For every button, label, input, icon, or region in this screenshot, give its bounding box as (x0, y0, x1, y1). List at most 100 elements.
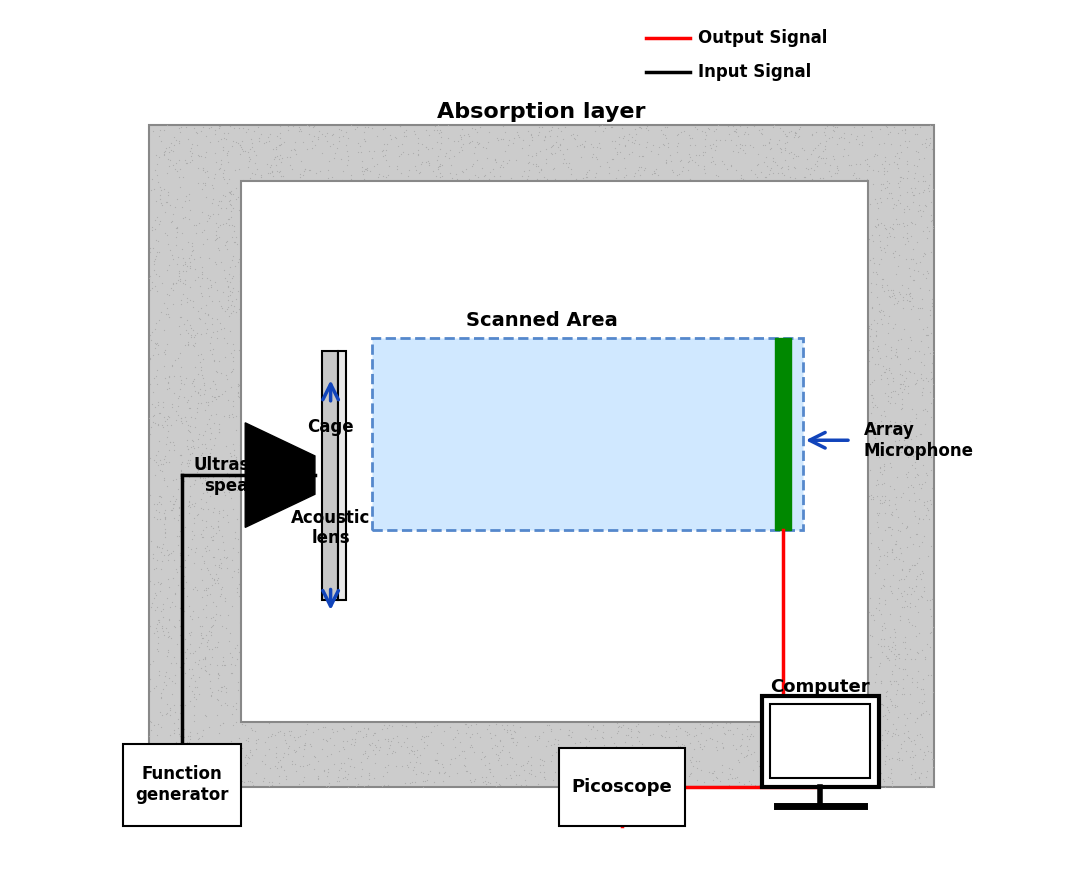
Point (180, 548, 197, 562)
Point (504, 731, 521, 745)
Point (210, 243, 227, 257)
Point (180, 456, 197, 470)
Point (869, 473, 886, 487)
Point (319, 780, 337, 794)
Point (782, 124, 799, 138)
Point (812, 151, 830, 165)
Point (904, 299, 922, 313)
Point (227, 192, 245, 206)
Point (531, 165, 548, 179)
Point (220, 634, 237, 648)
Point (880, 363, 898, 377)
Point (506, 132, 523, 146)
Point (186, 674, 204, 688)
Point (456, 758, 473, 772)
Point (171, 660, 188, 674)
Point (402, 755, 419, 769)
Point (757, 169, 774, 183)
Point (155, 506, 172, 520)
Point (890, 651, 908, 665)
Point (630, 734, 648, 748)
Point (240, 743, 258, 757)
Point (178, 264, 195, 278)
Point (219, 293, 236, 307)
Point (155, 360, 172, 374)
Point (880, 752, 898, 766)
Point (892, 332, 910, 346)
Point (269, 724, 286, 738)
Point (898, 539, 915, 553)
Point (199, 477, 217, 491)
Point (183, 375, 200, 389)
Point (865, 613, 883, 627)
Point (158, 590, 175, 604)
Point (383, 719, 401, 733)
Point (551, 139, 569, 153)
Point (280, 739, 298, 753)
Point (906, 766, 924, 780)
Point (792, 732, 809, 746)
Point (183, 148, 200, 162)
Point (823, 731, 840, 745)
Point (919, 328, 937, 342)
Point (873, 696, 890, 710)
Point (500, 153, 518, 167)
Point (154, 709, 171, 723)
Point (274, 750, 291, 764)
Point (761, 741, 779, 755)
Point (701, 721, 718, 735)
Point (212, 697, 230, 711)
Point (872, 675, 889, 689)
Point (861, 415, 878, 429)
Point (923, 326, 940, 340)
Point (335, 757, 352, 771)
Point (212, 153, 230, 167)
Point (797, 725, 814, 739)
Point (233, 717, 250, 731)
Point (733, 738, 751, 752)
Point (211, 560, 229, 574)
Point (486, 153, 504, 167)
Point (542, 129, 559, 143)
Point (147, 232, 165, 246)
Point (355, 721, 373, 735)
Text: Output Signal: Output Signal (699, 29, 827, 46)
Point (182, 424, 199, 438)
Point (915, 694, 932, 708)
Point (897, 124, 914, 138)
Point (848, 716, 865, 730)
Point (588, 723, 605, 737)
Point (214, 169, 232, 183)
Point (651, 139, 668, 153)
Point (185, 714, 203, 728)
Point (214, 166, 232, 180)
Point (764, 772, 781, 786)
Point (508, 768, 525, 782)
Point (196, 650, 213, 664)
Point (180, 393, 197, 407)
Point (158, 543, 175, 557)
Point (243, 167, 260, 181)
Point (456, 759, 473, 773)
Point (156, 744, 173, 758)
Point (575, 139, 592, 153)
Point (604, 741, 622, 755)
Point (185, 511, 203, 525)
Point (216, 172, 233, 186)
Point (923, 292, 940, 306)
Point (863, 317, 880, 331)
Point (180, 495, 197, 509)
Point (798, 769, 815, 783)
Point (180, 326, 197, 340)
Point (807, 157, 824, 171)
Point (860, 343, 877, 357)
Point (720, 127, 738, 141)
Point (175, 153, 193, 168)
Point (828, 160, 846, 175)
Point (199, 281, 217, 295)
Point (874, 488, 891, 503)
Point (205, 470, 222, 484)
Point (588, 139, 605, 153)
Point (226, 531, 244, 545)
Point (787, 125, 805, 139)
